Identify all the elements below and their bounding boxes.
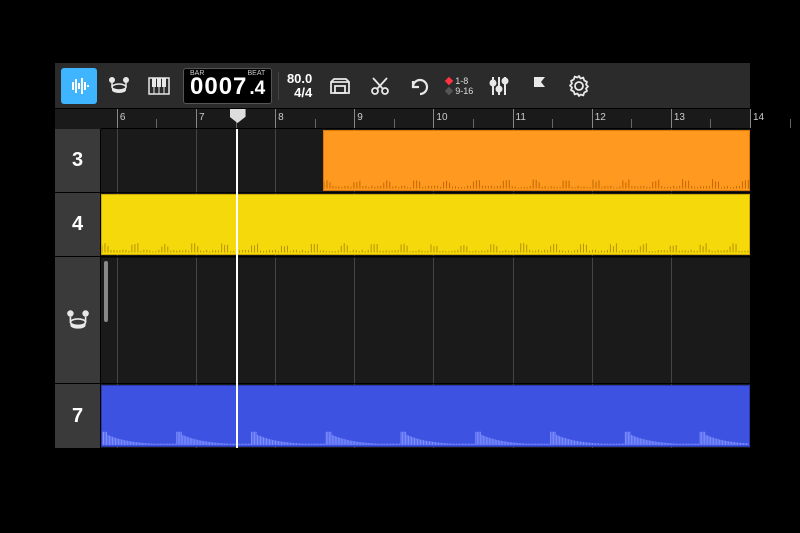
range-led-b xyxy=(445,86,453,94)
drums-icon xyxy=(65,307,91,333)
ruler-tick xyxy=(513,109,514,128)
bar-label: BAR xyxy=(190,70,204,77)
ruler-tick-minor xyxy=(394,119,395,128)
track-row xyxy=(55,257,750,385)
ruler-tick-minor xyxy=(156,119,157,128)
ruler-number: 13 xyxy=(674,112,685,123)
audio-clip[interactable] xyxy=(323,130,750,191)
gridline xyxy=(354,257,355,384)
ruler-tick-minor xyxy=(710,119,711,128)
ruler-number: 6 xyxy=(120,112,126,123)
timeline-ruler[interactable]: 67891011121314 xyxy=(101,109,750,129)
sublane-scroll-indicator[interactable] xyxy=(104,261,108,323)
ruler-tick-minor xyxy=(790,119,791,128)
track-row: 3 xyxy=(55,129,750,193)
gridline xyxy=(117,257,118,384)
track-row: 4 xyxy=(55,193,750,257)
drums-view-button[interactable] xyxy=(101,68,137,104)
mixer-button[interactable] xyxy=(481,68,517,104)
range-a-label: 1-8 xyxy=(455,76,468,86)
keys-view-button[interactable] xyxy=(141,68,177,104)
timesig-value: 4/4 xyxy=(294,86,312,100)
gridline xyxy=(117,129,118,192)
gridline xyxy=(671,257,672,384)
ruler-number: 8 xyxy=(278,112,284,123)
track-lane[interactable] xyxy=(101,384,750,448)
ruler-tick xyxy=(196,109,197,128)
ruler-tick xyxy=(433,109,434,128)
ruler-tick-minor xyxy=(473,119,474,128)
tempo-value: 80.0 xyxy=(287,72,312,86)
undo-button[interactable] xyxy=(402,68,438,104)
waveform-view-button[interactable] xyxy=(61,68,97,104)
position-counter[interactable]: BAR BEAT 0007 .4 xyxy=(183,68,272,104)
settings-button[interactable] xyxy=(561,68,597,104)
ruler-tick xyxy=(671,109,672,128)
toolbar: BAR BEAT 0007 .4 80.0 4/4 1-8 9-16 xyxy=(55,63,750,109)
drum-sublane[interactable] xyxy=(101,257,750,258)
daw-screen: BAR BEAT 0007 .4 80.0 4/4 1-8 9-16 xyxy=(55,63,750,448)
ruler-tick-minor xyxy=(631,119,632,128)
audio-clip[interactable] xyxy=(101,385,750,447)
range-b-label: 9-16 xyxy=(455,86,473,96)
tracks-area: 34 7 xyxy=(55,129,750,448)
ruler-number: 7 xyxy=(199,112,205,123)
ruler-number: 14 xyxy=(753,112,764,123)
track-header[interactable] xyxy=(55,257,101,384)
gridline xyxy=(275,129,276,192)
tempo-timesig[interactable]: 80.0 4/4 xyxy=(278,72,318,100)
track-lane[interactable] xyxy=(101,193,750,256)
track-lane[interactable] xyxy=(101,129,750,192)
ruler-number: 10 xyxy=(436,112,447,123)
gridline xyxy=(196,129,197,192)
track-header[interactable]: 7 xyxy=(55,384,101,448)
ruler-tick xyxy=(117,109,118,128)
ruler-tick xyxy=(592,109,593,128)
ruler-number: 11 xyxy=(516,112,526,123)
cut-button[interactable] xyxy=(362,68,398,104)
waveform xyxy=(102,421,749,445)
waveform xyxy=(324,165,749,189)
range-led-a xyxy=(445,76,453,84)
ruler-number: 9 xyxy=(357,112,363,123)
gridline xyxy=(433,257,434,384)
pad-range-indicator[interactable]: 1-8 9-16 xyxy=(442,76,477,96)
track-row: 7 xyxy=(55,384,750,448)
gridline xyxy=(592,257,593,384)
waveform xyxy=(102,229,749,253)
track-header[interactable]: 4 xyxy=(55,193,101,256)
ruler-tick-minor xyxy=(315,119,316,128)
ruler-tick xyxy=(275,109,276,128)
ruler-tick xyxy=(750,109,751,128)
track-lane[interactable] xyxy=(101,257,750,384)
beat-label: BEAT xyxy=(247,70,265,77)
audio-clip[interactable] xyxy=(101,194,750,255)
save-button[interactable] xyxy=(322,68,358,104)
ruler-tick-minor xyxy=(552,119,553,128)
gridline xyxy=(513,257,514,384)
marker-button[interactable] xyxy=(521,68,557,104)
ruler-tick xyxy=(354,109,355,128)
drum-sublane-container xyxy=(101,257,750,258)
track-header[interactable]: 3 xyxy=(55,129,101,192)
ruler-tick-minor xyxy=(236,119,237,128)
gridline xyxy=(196,257,197,384)
gridline xyxy=(275,257,276,384)
ruler-number: 12 xyxy=(595,112,606,123)
